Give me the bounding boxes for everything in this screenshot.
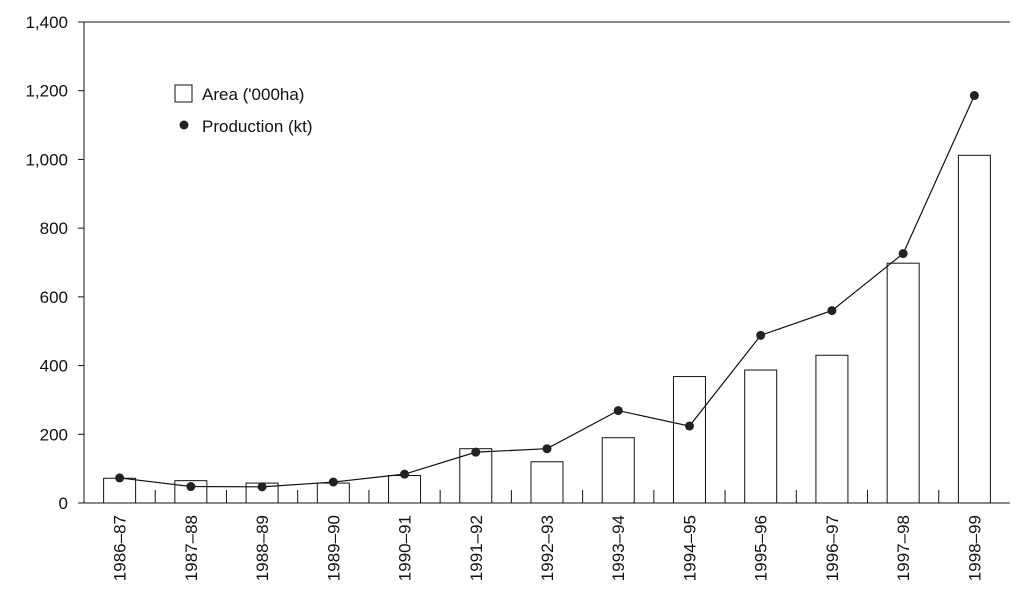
area-bar: [815, 354, 849, 504]
x-tick-label: 1995–96: [752, 515, 771, 581]
legend-area-label: Area ('000ha): [202, 85, 304, 104]
x-tick-label: 1988–89: [253, 515, 272, 581]
y-tick-label: 1,200: [25, 82, 68, 101]
x-tick-label: 1987–88: [182, 515, 201, 581]
production-point: [898, 249, 908, 259]
x-tick-labels: 1986–87 1987–88 1988–89 1989–90 1990–91 1991–…: [111, 515, 985, 581]
production-point: [328, 477, 338, 487]
area-bars: [103, 154, 991, 504]
legend-production-label: Production (kt): [202, 117, 313, 136]
x-tick-label: 1991–92: [467, 515, 486, 581]
x-tick-label: 1992–93: [538, 515, 557, 581]
y-tick-label: 400: [40, 357, 68, 376]
y-tick-label: 1,000: [25, 150, 68, 169]
area-bar: [672, 376, 706, 504]
legend-production-marker: [179, 120, 189, 130]
y-tick-label: 1,400: [25, 13, 68, 32]
y-tick-label: 200: [40, 425, 68, 444]
legend: Area ('000ha) Production (kt): [174, 84, 313, 136]
x-tick-label: 1996–97: [823, 515, 842, 581]
production-point: [684, 421, 694, 431]
production-point: [257, 482, 267, 492]
y-tick-label: 600: [40, 288, 68, 307]
production-point: [115, 473, 125, 483]
production-point: [756, 330, 766, 340]
y-tick-label: 0: [59, 494, 68, 513]
production-point: [400, 469, 410, 479]
legend-area-swatch: [174, 84, 193, 103]
area-bar: [886, 262, 920, 504]
area-bar: [744, 369, 778, 504]
x-tick-label: 1994–95: [680, 515, 699, 581]
x-tick-label: 1986–87: [111, 515, 130, 581]
x-tick-label: 1993–94: [609, 515, 628, 581]
production-point: [186, 482, 196, 492]
x-tick-label: 1998–99: [965, 515, 984, 581]
x-tick-label: 1989–90: [324, 515, 343, 581]
production-point: [969, 91, 979, 101]
production-point: [827, 306, 837, 316]
x-tick-label: 1997–98: [894, 515, 913, 581]
production-line: [115, 91, 979, 492]
area-bar: [388, 475, 422, 504]
area-bar: [459, 448, 493, 504]
area-bar: [530, 461, 564, 504]
y-tick-labels: 0 200 400 600 800 1,000 1,200 1,400: [25, 13, 68, 513]
production-point: [613, 406, 623, 416]
y-tick-label: 800: [40, 219, 68, 238]
production-point: [542, 444, 552, 454]
x-tick-label: 1990–91: [396, 515, 415, 581]
production-point: [471, 447, 481, 457]
area-bar: [957, 154, 991, 504]
area-bar: [601, 437, 635, 504]
